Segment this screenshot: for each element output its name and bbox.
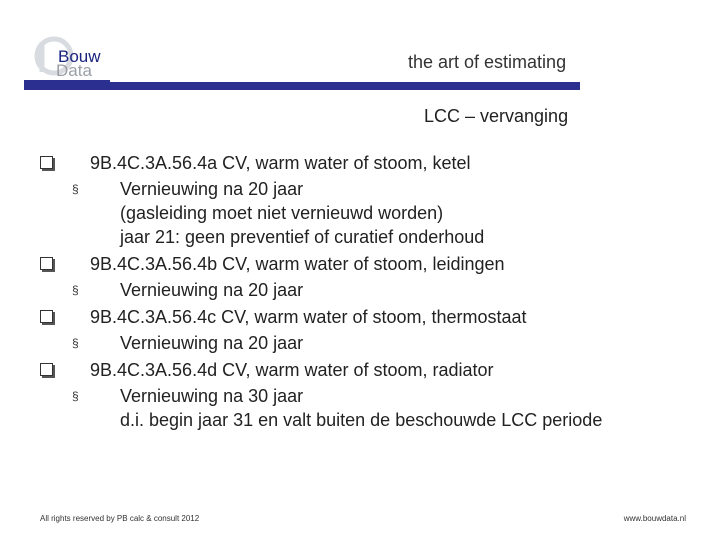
list-item: 9B.4C.3A.56.4c CV, warm water of stoom, …	[0, 304, 720, 333]
sub-list-continuation: d.i. begin jaar 31 en valt buiten de bes…	[0, 410, 720, 434]
sub-list-item: § Vernieuwing na 20 jaar	[0, 179, 720, 203]
continuation-text: d.i. begin jaar 31 en valt buiten de bes…	[120, 410, 603, 430]
checkbox-bullet-icon	[40, 363, 53, 376]
section-bullet-icon: §	[72, 336, 79, 350]
logo-text-data: Data	[56, 61, 92, 80]
section-bullet-icon: §	[72, 182, 79, 196]
sub-list-continuation: (gasleiding moet niet vernieuwd worden)	[0, 203, 720, 227]
footer-copyright: All rights reserved by PB calc & consult…	[40, 514, 200, 523]
sub-list-item: § Vernieuwing na 20 jaar	[0, 333, 720, 357]
sub-list-item-text: Vernieuwing na 20 jaar	[120, 280, 304, 300]
list-item-text: 9B.4C.3A.56.4a CV, warm water of stoom, …	[90, 153, 471, 173]
logo: Bouw Data	[34, 36, 124, 82]
slide-title: LCC – vervanging	[424, 106, 569, 126]
list-item: 9B.4C.3A.56.4a CV, warm water of stoom, …	[0, 150, 720, 179]
list-item-text: 9B.4C.3A.56.4c CV, warm water of stoom, …	[90, 307, 527, 327]
list-item-text: 9B.4C.3A.56.4b CV, warm water of stoom, …	[90, 254, 505, 274]
bullet-list: 9B.4C.3A.56.4a CV, warm water of stoom, …	[0, 150, 720, 434]
sub-list-item-text: Vernieuwing na 20 jaar	[120, 333, 304, 353]
continuation-text: (gasleiding moet niet vernieuwd worden)	[120, 203, 444, 223]
section-bullet-icon: §	[72, 283, 79, 297]
checkbox-bullet-icon	[40, 257, 53, 270]
tagline: the art of estimating	[408, 52, 567, 72]
checkbox-bullet-icon	[40, 310, 53, 323]
logo-text-bouw: Bouw	[58, 47, 101, 66]
list-item: 9B.4C.3A.56.4b CV, warm water of stoom, …	[0, 251, 720, 280]
logo-mark-icon	[34, 36, 74, 76]
list-item: 9B.4C.3A.56.4d CV, warm water of stoom, …	[0, 357, 720, 386]
section-bullet-icon: §	[72, 389, 79, 403]
sub-list-continuation: jaar 21: geen preventief of curatief ond…	[0, 227, 720, 251]
sub-list-item: § Vernieuwing na 20 jaar	[0, 280, 720, 304]
footer-website: www.bouwdata.nl	[623, 514, 686, 523]
sub-list-item-text: Vernieuwing na 30 jaar	[120, 386, 304, 406]
continuation-text: jaar 21: geen preventief of curatief ond…	[120, 227, 485, 247]
header-bar-accent	[24, 80, 110, 90]
sub-list-item-text: Vernieuwing na 20 jaar	[120, 179, 304, 199]
list-item-text: 9B.4C.3A.56.4d CV, warm water of stoom, …	[90, 360, 494, 380]
header-bar	[110, 82, 580, 90]
checkbox-bullet-icon	[40, 156, 53, 169]
sub-list-item: § Vernieuwing na 30 jaar	[0, 386, 720, 410]
